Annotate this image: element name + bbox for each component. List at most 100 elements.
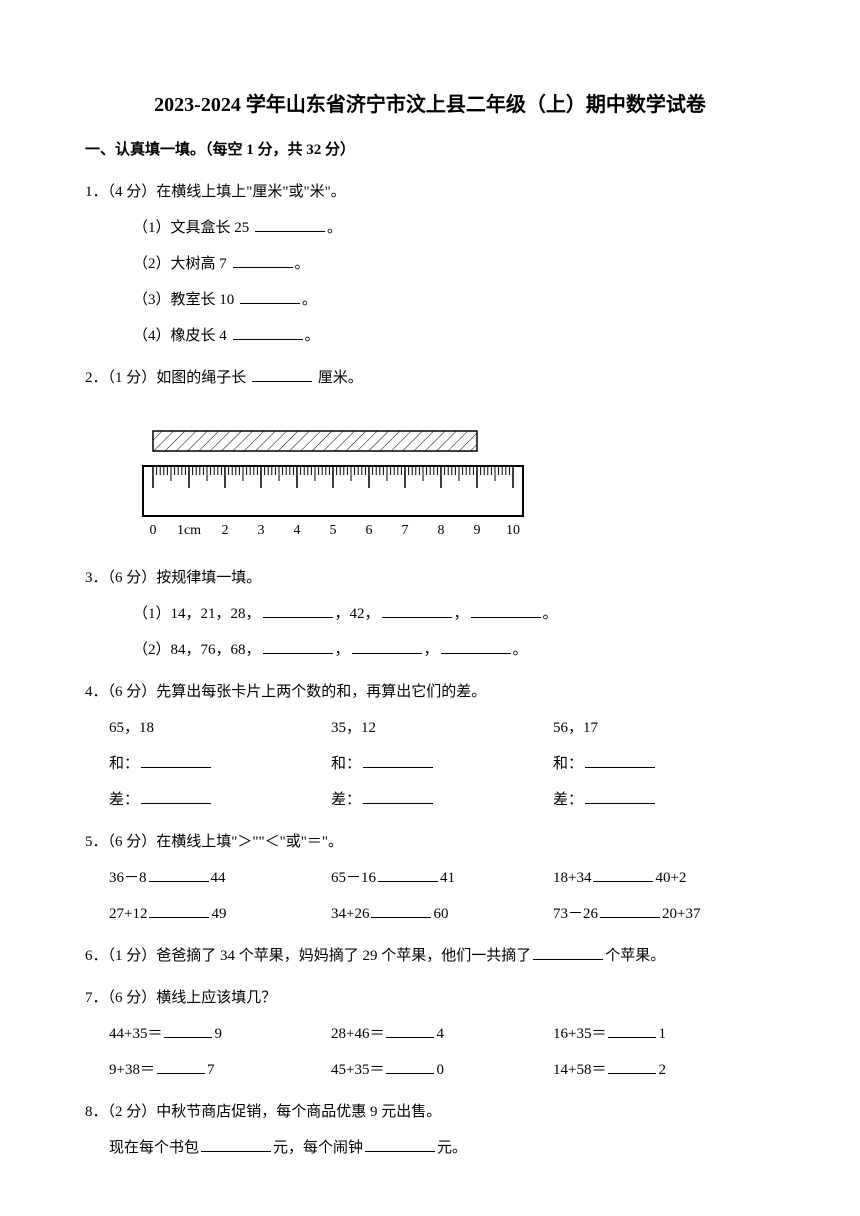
text: ， bbox=[454, 606, 469, 622]
diff-label: 差： bbox=[109, 792, 139, 808]
svg-text:5: 5 bbox=[330, 523, 337, 536]
blank[interactable] bbox=[157, 1056, 205, 1074]
blank[interactable] bbox=[363, 786, 433, 804]
card-3-nums: 56，17 bbox=[553, 710, 775, 746]
blank[interactable] bbox=[240, 286, 300, 304]
q2-text-after: 厘米。 bbox=[318, 370, 363, 386]
blank[interactable] bbox=[164, 1020, 212, 1038]
period: 。 bbox=[327, 220, 342, 236]
expr-left: 36－8 bbox=[109, 870, 147, 886]
blank[interactable] bbox=[585, 750, 655, 768]
blank[interactable] bbox=[201, 1134, 271, 1152]
ruler-svg: 01cm2345678910 bbox=[133, 426, 533, 536]
q7-row-1: 44+35＝9 28+46＝4 16+35＝1 bbox=[85, 1016, 775, 1052]
blank[interactable] bbox=[263, 600, 333, 618]
q5-row-2: 27+1249 34+2660 73－2620+37 bbox=[85, 896, 775, 932]
blank[interactable] bbox=[386, 1056, 434, 1074]
expr-left: 73－26 bbox=[553, 906, 598, 922]
period: 。 bbox=[302, 292, 317, 308]
question-7: 7．（6 分）横线上应该填几？ 44+35＝9 28+46＝4 16+35＝1 … bbox=[85, 980, 775, 1088]
q4-diff-row: 差： 差： 差： bbox=[85, 782, 775, 818]
expr-right: 9 bbox=[214, 1026, 222, 1042]
text: （2）84，76，68， bbox=[133, 642, 261, 658]
expr-right: 20+37 bbox=[662, 906, 700, 922]
text: 元。 bbox=[437, 1140, 467, 1156]
blank[interactable] bbox=[252, 364, 312, 382]
blank[interactable] bbox=[600, 900, 660, 918]
svg-text:0: 0 bbox=[150, 523, 157, 536]
blank[interactable] bbox=[149, 900, 209, 918]
sum-label: 和： bbox=[331, 756, 361, 772]
blank[interactable] bbox=[149, 864, 209, 882]
q1-item-3-text: （3）教室长 10 bbox=[133, 292, 234, 308]
q1-item-4-text: （4）橡皮长 4 bbox=[133, 328, 227, 344]
blank[interactable] bbox=[382, 600, 452, 618]
blank[interactable] bbox=[233, 250, 293, 268]
text: ， bbox=[335, 642, 350, 658]
blank[interactable] bbox=[352, 636, 422, 654]
q4-sum-row: 和： 和： 和： bbox=[85, 746, 775, 782]
sum-label: 和： bbox=[109, 756, 139, 772]
blank[interactable] bbox=[593, 864, 653, 882]
text: ，42， bbox=[335, 606, 380, 622]
period: 。 bbox=[295, 256, 310, 272]
blank[interactable] bbox=[371, 900, 431, 918]
blank[interactable] bbox=[471, 600, 541, 618]
blank[interactable] bbox=[585, 786, 655, 804]
q3-line2: （2）84，76，68，，，。 bbox=[85, 632, 775, 668]
section-header: 一、认真填一填。（每空 1 分，共 32 分） bbox=[85, 132, 775, 168]
blank[interactable] bbox=[608, 1020, 656, 1038]
q5-row-1: 36－844 65－1641 18+3440+2 bbox=[85, 860, 775, 896]
blank[interactable] bbox=[441, 636, 511, 654]
expr-right: 41 bbox=[440, 870, 455, 886]
expr-right: 1 bbox=[658, 1026, 666, 1042]
expr-left: 27+12 bbox=[109, 906, 147, 922]
q1-item-4: （4）橡皮长 4 。 bbox=[85, 318, 775, 354]
blank[interactable] bbox=[533, 942, 603, 960]
q5-stem: 5．（6 分）在横线上填"＞""＜"或"＝"。 bbox=[85, 824, 775, 860]
svg-text:6: 6 bbox=[366, 523, 373, 536]
q3-line1: （1）14，21，28，，42，，。 bbox=[85, 596, 775, 632]
expr-right: 40+2 bbox=[655, 870, 686, 886]
text: 元，每个闹钟 bbox=[273, 1140, 363, 1156]
q1-item-1-text: （1）文具盒长 25 bbox=[133, 220, 249, 236]
blank[interactable] bbox=[365, 1134, 435, 1152]
svg-text:9: 9 bbox=[474, 523, 481, 536]
blank[interactable] bbox=[233, 322, 303, 340]
blank[interactable] bbox=[255, 214, 325, 232]
svg-text:4: 4 bbox=[294, 523, 301, 536]
question-5: 5．（6 分）在横线上填"＞""＜"或"＝"。 36－844 65－1641 1… bbox=[85, 824, 775, 932]
svg-text:8: 8 bbox=[438, 523, 445, 536]
q2-stem: 2．（1 分）如图的绳子长 厘米。 bbox=[85, 360, 775, 396]
blank[interactable] bbox=[386, 1020, 434, 1038]
blank[interactable] bbox=[141, 750, 211, 768]
expr-left: 44+35＝ bbox=[109, 1026, 162, 1042]
blank[interactable] bbox=[378, 864, 438, 882]
blank[interactable] bbox=[363, 750, 433, 768]
page-title: 2023-2024 学年山东省济宁市汶上县二年级（上）期中数学试卷 bbox=[85, 90, 775, 120]
text: 。 bbox=[543, 606, 558, 622]
period: 。 bbox=[305, 328, 320, 344]
q8-stem: 8．（2 分）中秋节商店促销，每个商品优惠 9 元出售。 bbox=[85, 1094, 775, 1130]
text: 现在每个书包 bbox=[109, 1140, 199, 1156]
blank[interactable] bbox=[263, 636, 333, 654]
expr-right: 0 bbox=[436, 1062, 444, 1078]
expr-right: 49 bbox=[211, 906, 226, 922]
q1-item-3: （3）教室长 10 。 bbox=[85, 282, 775, 318]
q2-text-before: 2．（1 分）如图的绳子长 bbox=[85, 370, 246, 386]
question-6: 6．（1 分）爸爸摘了 34 个苹果，妈妈摘了 29 个苹果，他们一共摘了个苹果… bbox=[85, 938, 775, 974]
ruler-figure: 01cm2345678910 bbox=[85, 426, 775, 550]
blank[interactable] bbox=[608, 1056, 656, 1074]
svg-text:7: 7 bbox=[402, 523, 409, 536]
diff-label: 差： bbox=[331, 792, 361, 808]
blank[interactable] bbox=[141, 786, 211, 804]
expr-left: 16+35＝ bbox=[553, 1026, 606, 1042]
expr-right: 60 bbox=[433, 906, 448, 922]
q7-stem: 7．（6 分）横线上应该填几？ bbox=[85, 980, 775, 1016]
text: ， bbox=[424, 642, 439, 658]
question-1: 1．（4 分）在横线上填上"厘米"或"米"。 （1）文具盒长 25 。 （2）大… bbox=[85, 174, 775, 354]
svg-text:10: 10 bbox=[506, 523, 520, 536]
q1-item-2: （2）大树高 7 。 bbox=[85, 246, 775, 282]
card-1-nums: 65，18 bbox=[109, 710, 331, 746]
expr-right: 2 bbox=[658, 1062, 666, 1078]
